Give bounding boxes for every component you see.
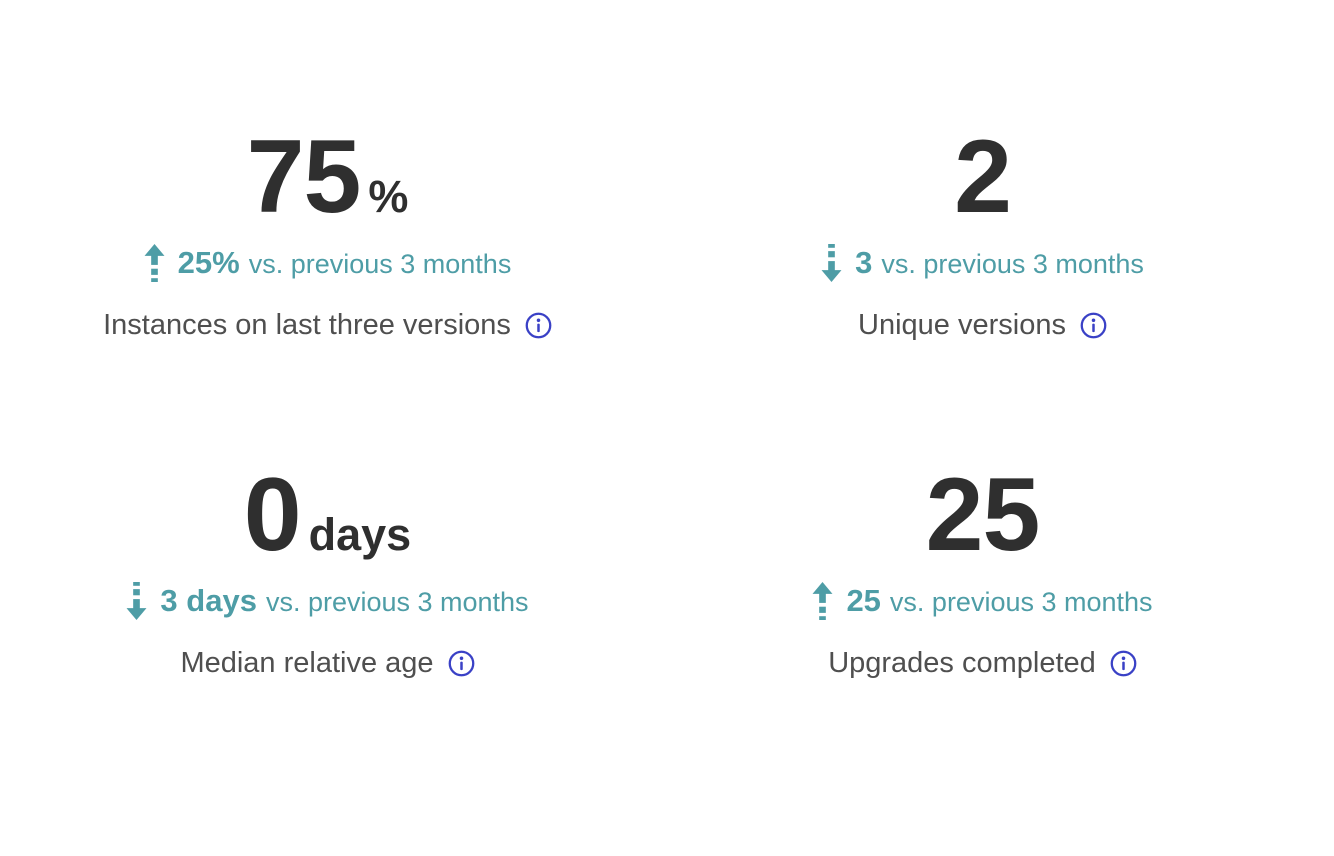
metric-upgrades-completed: 25 25 vs. previous 3 months Upgrades comp… <box>655 460 1310 680</box>
metric-label-row: Median relative age <box>180 647 474 680</box>
info-icon[interactable] <box>1080 312 1107 339</box>
metric-value-number: 25 <box>925 457 1041 574</box>
trend-comparison-text: vs. previous 3 months <box>248 249 512 280</box>
trend-down-icon <box>126 582 147 621</box>
info-icon[interactable] <box>448 650 475 677</box>
metric-label-row: Instances on last three versions <box>103 309 552 342</box>
metric-instances-on-last-three-versions: 75% 25% vs. previous 3 months Instances o… <box>0 122 655 342</box>
trend-value: 25% <box>177 245 240 281</box>
metric-label: Unique versions <box>858 309 1066 342</box>
metric-trend: 25% vs. previous 3 months <box>144 244 512 283</box>
trend-up-icon <box>144 244 165 283</box>
metric-label: Median relative age <box>180 647 434 680</box>
trend-comparison-text: vs. previous 3 months <box>265 587 529 618</box>
metric-value: 25 <box>925 457 1041 574</box>
trend-text: 25% vs. previous 3 months <box>178 245 512 281</box>
metric-label: Instances on last three versions <box>103 309 511 342</box>
trend-text: 3 days vs. previous 3 months <box>160 583 528 619</box>
metric-label-row: Upgrades completed <box>828 647 1137 680</box>
metric-value-number: 0 <box>243 457 302 574</box>
metric-value: 0 days <box>244 460 411 570</box>
metrics-grid: 75% 25% vs. previous 3 months Instances o… <box>0 122 1310 680</box>
trend-comparison-text: vs. previous 3 months <box>889 587 1153 618</box>
info-icon[interactable] <box>525 312 552 339</box>
metric-trend: 3 vs. previous 3 months <box>821 244 1144 283</box>
trend-value: 25 <box>846 583 881 619</box>
metric-value-suffix: % <box>368 171 409 222</box>
metric-value-suffix: days <box>308 509 412 561</box>
trend-down-icon <box>821 244 842 283</box>
metric-trend: 25 vs. previous 3 months <box>812 582 1153 621</box>
metric-median-relative-age: 0 days 3 days vs. previous 3 months Median… <box>0 460 655 680</box>
metric-value-number: 75 <box>246 119 362 235</box>
metric-label: Upgrades completed <box>828 647 1096 680</box>
metric-value: 75% <box>247 122 409 232</box>
info-icon[interactable] <box>1110 650 1137 677</box>
metric-unique-versions: 2 3 vs. previous 3 months Unique versions <box>655 122 1310 342</box>
trend-up-icon <box>812 582 833 621</box>
trend-comparison-text: vs. previous 3 months <box>881 249 1144 280</box>
metric-label-row: Unique versions <box>858 309 1107 342</box>
trend-text: 3 vs. previous 3 months <box>855 245 1144 281</box>
metric-value: 2 <box>954 119 1012 235</box>
metric-value-number: 2 <box>954 119 1012 235</box>
trend-text: 25 vs. previous 3 months <box>846 583 1152 619</box>
trend-value: 3 <box>855 245 873 281</box>
metric-trend: 3 days vs. previous 3 months <box>126 582 529 621</box>
trend-value: 3 days <box>160 583 257 619</box>
